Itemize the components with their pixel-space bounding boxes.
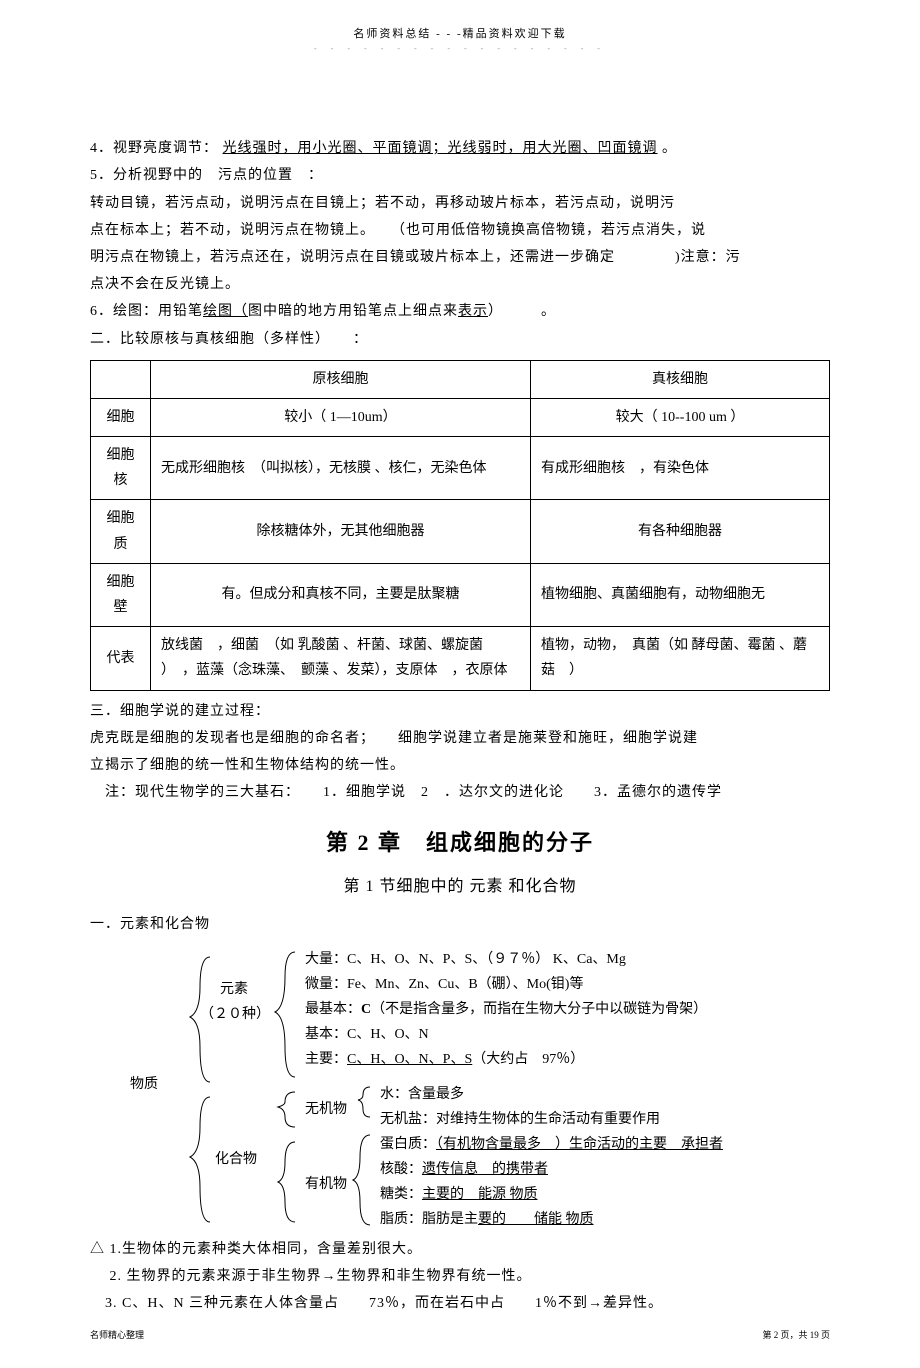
p6-prefix: 6．绘图：用铅笔 — [90, 304, 203, 319]
cell: 有。但成分和真核不同，主要是肽聚糖 — [151, 563, 531, 626]
cell: 细胞核 — [91, 437, 151, 500]
tree-huahewu: 化合物 — [215, 1147, 257, 1172]
note-1: △ 1.生物体的元素种类大体相同，含量差别很大。 — [90, 1237, 830, 1262]
cell: 除核糖体外，无其他细胞器 — [151, 500, 531, 563]
tree-youjiwu: 有机物 — [305, 1172, 347, 1197]
section3-4: 注：现代生物学的三大基石： 1．细胞学说 2 ．达尔文的进化论 3．孟德尔的遗传… — [90, 780, 830, 805]
tl-u: 主要的 能源 物质 — [422, 1187, 538, 1202]
section-title: 第 1 节细胞中的 元素 和化合物 — [90, 873, 830, 902]
cell: 有成形细胞核 ，有染色体 — [531, 437, 830, 500]
table-row: 细胞核 无成形细胞核 （叫拟核），无核膜 、核仁，无染色体 有成形细胞核 ，有染… — [91, 437, 830, 500]
th-1: 原核细胞 — [151, 360, 531, 398]
tree-zuijiben: 最基本：C（不是指含量多，而指在生物大分子中以碳链为骨架） — [305, 997, 707, 1022]
tree-wuzhi: 物质 — [130, 1072, 158, 1097]
cell: 植物，动物， 真菌（如 酵母菌、霉菌 、蘑菇 ） — [531, 627, 830, 690]
chapter-title: 第 2 章 组成细胞的分子 — [90, 823, 830, 863]
hs-pre: 核酸： — [380, 1162, 422, 1177]
p6-u2: 表示 — [458, 304, 488, 319]
zy-u: C、H、O、N、P、S — [347, 1052, 472, 1067]
th-0 — [91, 360, 151, 398]
comparison-table: 原核细胞 真核细胞 细胞 较小（ 1—10um） 较大（ 10--100 um … — [90, 360, 830, 691]
p6-mid: 图中暗的地方用铅笔点上细点来 — [248, 304, 458, 319]
cell: 代表 — [91, 627, 151, 690]
db-u: （有机物含量最多 ）生命活动的主要 承担者 — [436, 1137, 723, 1152]
cell: 较小（ 1—10um） — [151, 398, 531, 436]
para-5-5: 点决不会在反光镜上。 — [90, 272, 830, 297]
note-3: 3. C、H、N 三种元素在人体含量占 73％，而在岩石中占 1％不到→差异性。 — [90, 1291, 830, 1316]
th-2: 真核细胞 — [531, 360, 830, 398]
p6-suffix: ） 。 — [488, 304, 556, 319]
header-dots: - - - - - - - - - - - - - - - - - - — [90, 42, 830, 56]
cell: 较大（ 10--100 um ） — [531, 398, 830, 436]
tree-shui: 水：含量最多 — [380, 1082, 464, 1107]
tl-pre: 糖类： — [380, 1187, 422, 1202]
tree-yuansu: 元素 — [220, 977, 248, 1002]
tree-jiben: 基本：C、H、O、N — [305, 1022, 429, 1047]
tree-weiliang: 微量：Fe、Mn、Zn、Cu、B（硼）、Mo(钼)等 — [305, 972, 583, 997]
table-row: 细胞 较小（ 1—10um） 较大（ 10--100 um ） — [91, 398, 830, 436]
para-4: 4．视野亮度调节： 光线强时，用小光圈、平面镜调；光线弱时，用大光圈、凹面镜调 … — [90, 136, 830, 161]
tree-zhuyao: 主要：C、H、O、N、P、S（大约占 97％） — [305, 1047, 584, 1072]
zj-bold: C — [361, 1002, 371, 1017]
hs-u: 遗传信息 的携带者 — [422, 1162, 548, 1177]
para-5-3: 点在标本上；若不动，说明污点在物镜上。 （也可用低倍物镜换高倍物镜，若污点消失，… — [90, 218, 830, 243]
footer-left: 名师精心整理 — [90, 1327, 144, 1343]
table-row: 细胞质 除核糖体外，无其他细胞器 有各种细胞器 — [91, 500, 830, 563]
cell: 无成形细胞核 （叫拟核），无核膜 、核仁，无染色体 — [151, 437, 531, 500]
section3-1: 三．细胞学说的建立过程： — [90, 699, 830, 724]
cell: 细胞质 — [91, 500, 151, 563]
footer-right: 第 2 页，共 19 页 — [762, 1327, 830, 1343]
tree-zhi: 脂质：脂肪是主要的 储能 物质 — [380, 1207, 594, 1232]
tree-daliang: 大量：C、H、O、N、P、S、（９７％） K、Ca、Mg — [305, 947, 626, 972]
cell: 植物细胞、真菌细胞有，动物细胞无 — [531, 563, 830, 626]
tree-wujiyan: 无机盐：对维持生物体的生命活动有重要作用 — [380, 1107, 660, 1132]
para-5-1: 5．分析视野中的 污点的位置 ： — [90, 163, 830, 188]
elem-heading: 一．元素和化合物 — [90, 912, 830, 937]
zz-u: 要的 储能 物质 — [478, 1212, 594, 1227]
header-text: 名师资料总结 - - -精品资料欢迎下载 — [353, 28, 566, 40]
para-5-2: 转动目镜，若污点动，说明污点在目镜上；若不动，再移动玻片标本，若污点动，说明污 — [90, 191, 830, 216]
p4-suffix: 。 — [662, 141, 677, 156]
zj-pre: 最基本： — [305, 1002, 361, 1017]
para-5-4: 明污点在物镜上，若污点还在，说明污点在目镜或玻片标本上，还需进一步确定 )注意：… — [90, 245, 830, 270]
header-top: 名师资料总结 - - -精品资料欢迎下载 - - - - - - - - - -… — [90, 25, 830, 56]
section3-2: 虎克既是细胞的发现者也是细胞的命名者； 细胞学说建立者是施莱登和施旺，细胞学说建 — [90, 726, 830, 751]
cell: 放线菌 ，细菌 （如 乳酸菌 、杆菌、球菌、螺旋菌 ） ，蓝藻（念珠藻、 颤藻 … — [151, 627, 531, 690]
zz-pre: 脂质：脂肪是主 — [380, 1212, 478, 1227]
tree-tang: 糖类：主要的 能源 物质 — [380, 1182, 538, 1207]
footer: 名师精心整理 第 2 页，共 19 页 — [90, 1327, 830, 1343]
tree-count: （２０种） — [200, 1002, 270, 1027]
para-6: 6．绘图：用铅笔绘图（图中暗的地方用铅笔点上细点来表示） 。 — [90, 299, 830, 324]
p6-u1: 绘图（ — [203, 304, 248, 319]
p4-label: 4．视野亮度调节： — [90, 141, 218, 156]
section2-heading: 二．比较原核与真核细胞（多样性） ： — [90, 327, 830, 352]
p4-underline: 光线强时，用小光圈、平面镜调；光线弱时，用大光圈、凹面镜调 — [223, 141, 658, 156]
note-2: 2. 生物界的元素来源于非生物界→生物界和非生物界有统一性。 — [90, 1264, 830, 1289]
section3-3: 立揭示了细胞的统一性和生物体结构的统一性。 — [90, 753, 830, 778]
cell: 细胞 — [91, 398, 151, 436]
tree-danbai: 蛋白质：（有机物含量最多 ）生命活动的主要 承担者 — [380, 1132, 723, 1157]
zj-suf: （不是指含量多，而指在生物大分子中以碳链为骨架） — [371, 1002, 707, 1017]
cell: 有各种细胞器 — [531, 500, 830, 563]
db-pre: 蛋白质： — [380, 1137, 436, 1152]
zy-pre: 主要： — [305, 1052, 347, 1067]
cell: 细胞壁 — [91, 563, 151, 626]
table-row: 细胞壁 有。但成分和真核不同，主要是肽聚糖 植物细胞、真菌细胞有，动物细胞无 — [91, 563, 830, 626]
table-header-row: 原核细胞 真核细胞 — [91, 360, 830, 398]
table-row: 代表 放线菌 ，细菌 （如 乳酸菌 、杆菌、球菌、螺旋菌 ） ，蓝藻（念珠藻、 … — [91, 627, 830, 690]
tree-wujiwu: 无机物 — [305, 1097, 347, 1122]
tree-hesuan: 核酸：遗传信息 的携带者 — [380, 1157, 548, 1182]
tree-diagram: 物质 元素 （２０种） 大量：C、H、O、N、P、S、（９７％） K、Ca、Mg… — [90, 947, 830, 1227]
zy-suf: （大约占 97％） — [472, 1052, 584, 1067]
